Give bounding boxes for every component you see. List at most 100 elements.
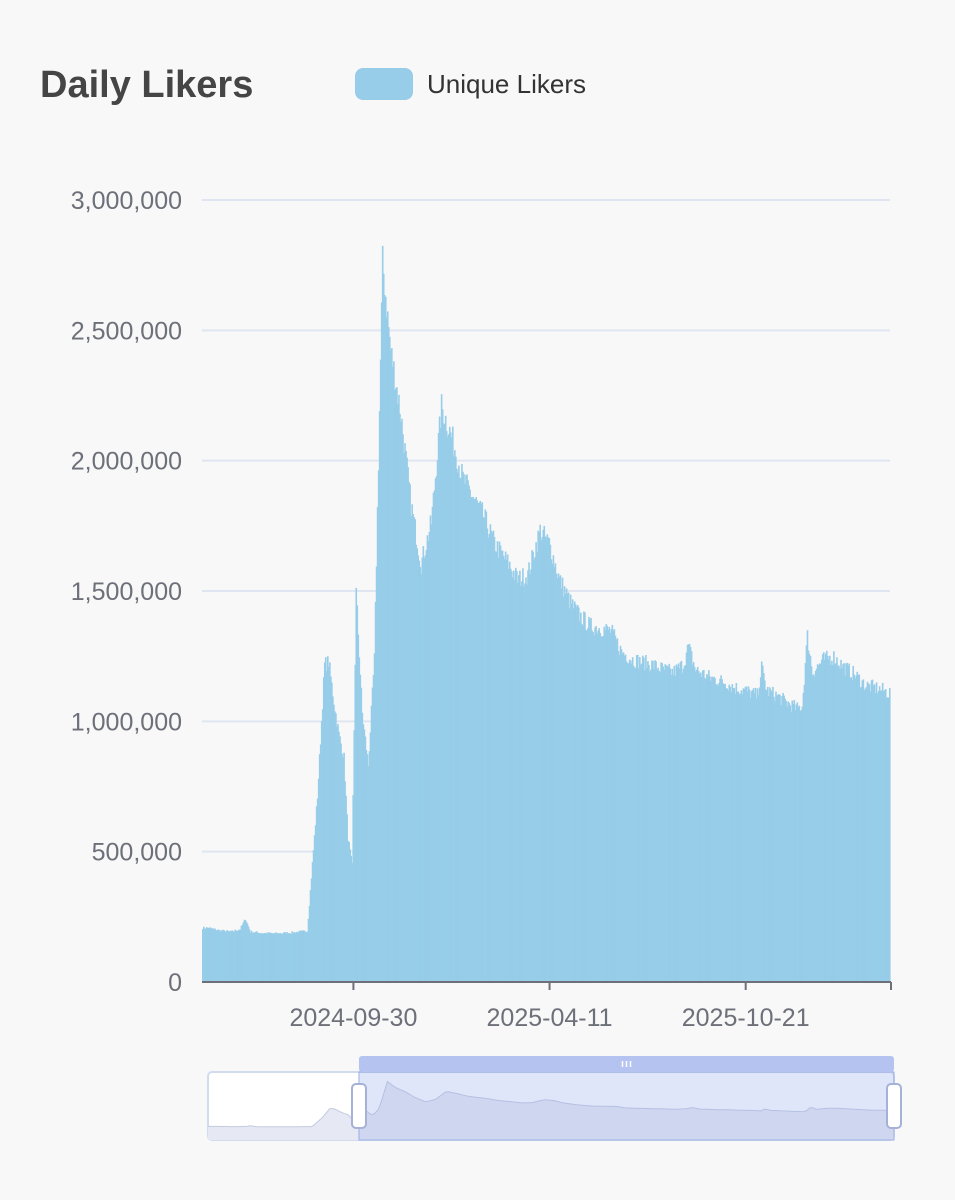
bar <box>486 528 489 982</box>
bar <box>341 753 343 982</box>
bar <box>257 933 260 982</box>
bar <box>750 691 753 982</box>
zoom-selection[interactable] <box>358 1071 895 1141</box>
bar <box>540 540 543 982</box>
bar <box>774 701 776 982</box>
bar <box>748 689 751 982</box>
bar <box>220 930 222 982</box>
zoom-range-handle[interactable] <box>350 1083 367 1129</box>
bar <box>687 644 690 982</box>
bar <box>658 670 660 982</box>
bar <box>440 394 443 982</box>
bar <box>334 711 336 982</box>
bar <box>446 436 449 982</box>
bar <box>304 931 307 982</box>
bar <box>350 855 352 982</box>
bar <box>455 456 457 982</box>
bar <box>536 552 538 982</box>
bar <box>606 625 609 982</box>
bar <box>297 932 300 982</box>
bar <box>251 933 254 982</box>
bar <box>617 651 620 982</box>
bar <box>747 686 750 982</box>
bar <box>276 933 278 982</box>
bar <box>591 630 593 982</box>
bar <box>831 660 833 982</box>
bar <box>474 498 476 982</box>
bar <box>347 840 349 982</box>
bar <box>535 542 537 982</box>
bar <box>394 390 396 983</box>
bar <box>737 691 740 982</box>
y-tick-label: 500,000 <box>92 839 182 867</box>
bar <box>697 671 700 982</box>
bar <box>205 928 207 982</box>
bar <box>654 660 656 982</box>
bar <box>403 452 405 983</box>
bar <box>396 387 398 983</box>
bar <box>539 524 542 982</box>
zoom-preview-area <box>208 1081 894 1140</box>
bar <box>624 654 627 982</box>
legend-label[interactable]: Unique Likers <box>427 68 586 99</box>
bar <box>629 660 632 982</box>
bar <box>848 663 850 982</box>
zoom-range-handle[interactable] <box>886 1083 902 1129</box>
bar <box>812 674 815 982</box>
bar <box>402 434 404 982</box>
bar <box>797 706 800 982</box>
bar <box>851 680 853 982</box>
bar <box>530 569 532 982</box>
bar <box>281 933 283 982</box>
legend[interactable]: Unique Likers <box>355 68 586 100</box>
bar <box>549 544 552 982</box>
bar <box>284 932 286 982</box>
bar <box>572 608 575 982</box>
bar <box>309 889 312 982</box>
bar <box>329 662 331 982</box>
bar <box>881 682 884 982</box>
bar <box>790 711 793 982</box>
bar <box>587 628 589 982</box>
bar <box>266 933 268 982</box>
bar <box>578 607 580 982</box>
bar <box>282 933 284 982</box>
bar <box>212 928 214 982</box>
bar <box>442 423 445 982</box>
bar <box>551 563 554 982</box>
bar-series <box>202 245 891 983</box>
bar <box>749 698 752 982</box>
bar <box>513 579 516 982</box>
bar <box>842 664 844 982</box>
bar <box>468 485 470 982</box>
bar <box>825 650 828 982</box>
bar <box>342 757 344 982</box>
bar <box>374 601 377 982</box>
bar <box>398 394 400 983</box>
bar <box>644 670 646 982</box>
bar <box>599 632 601 982</box>
bar <box>630 663 633 982</box>
bar <box>404 443 406 982</box>
bar <box>390 349 392 982</box>
bar <box>510 571 513 982</box>
y-tick-label: 2,000,000 <box>71 448 182 476</box>
bar <box>663 669 665 982</box>
bar <box>393 361 395 983</box>
bar <box>288 932 290 982</box>
bar <box>488 533 491 982</box>
bar <box>377 470 380 982</box>
bar <box>565 588 568 982</box>
legend-swatch[interactable] <box>355 68 413 100</box>
bar <box>715 684 717 982</box>
bar <box>410 516 412 982</box>
bar <box>671 668 674 982</box>
bar <box>273 933 275 982</box>
bar <box>303 930 306 982</box>
bar <box>494 551 497 982</box>
bar <box>659 671 661 982</box>
bar <box>383 294 386 983</box>
bar <box>359 674 362 982</box>
bar <box>439 428 442 982</box>
